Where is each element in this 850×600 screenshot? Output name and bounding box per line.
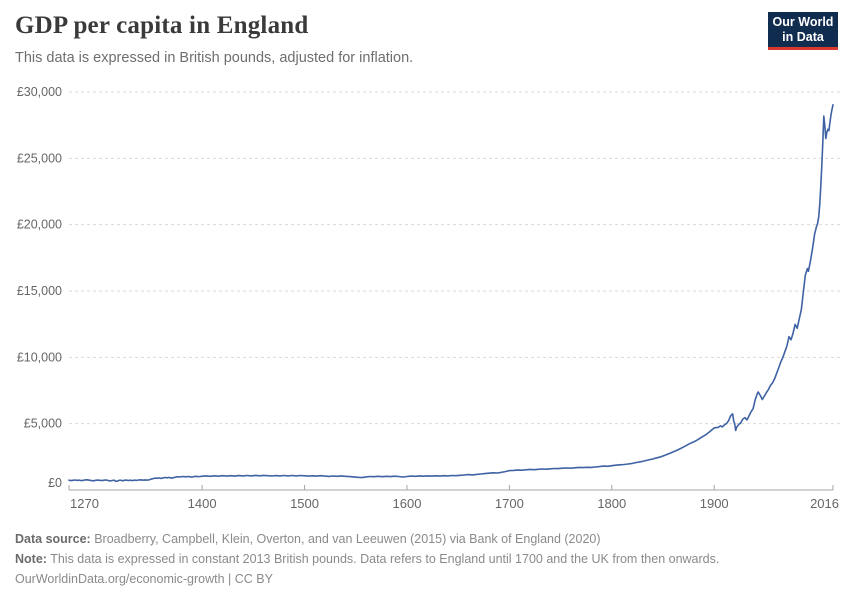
chart-subtitle: This data is expressed in British pounds… — [15, 50, 414, 66]
owid-logo-line2: in Data — [782, 29, 824, 44]
owid-logo[interactable]: Our World in Data — [768, 12, 838, 50]
x-axis-tick-label: 1400 — [188, 496, 217, 511]
y-axis-tick-label: £5,000 — [24, 417, 62, 431]
x-axis-tick-label: 1600 — [393, 496, 422, 511]
license-label: CC BY — [234, 572, 273, 586]
chart-canvas[interactable]: £0 £5,000 £10,000 £15,000 £20,000 £25,000 £30,… — [0, 0, 850, 525]
note-text: This data is expressed in constant 2013 … — [46, 552, 720, 566]
gdp-per-capita-line[interactable] — [68, 104, 834, 483]
source-text: Broadberry, Campbell, Klein, Overton, an… — [90, 532, 601, 546]
y-axis-tick-label: £25,000 — [17, 151, 62, 165]
x-axis-tick-label: 1500 — [290, 496, 319, 511]
license-separator: | — [224, 572, 235, 586]
note-label: Note: — [15, 552, 47, 566]
page-title: GDP per capita in England — [15, 12, 309, 39]
x-axis-tick-label: 1700 — [495, 496, 524, 511]
source-label: Data source: — [15, 532, 91, 546]
footer-license-line: OurWorldinData.org/economic-growth | CC … — [15, 569, 719, 589]
y-axis-tick-label: £20,000 — [17, 218, 62, 232]
footer-source-line: Data source: Broadberry, Campbell, Klein… — [15, 529, 719, 549]
chart-footer: Data source: Broadberry, Campbell, Klein… — [15, 529, 719, 589]
x-axis-tick-label: 1800 — [597, 496, 626, 511]
x-axis-tick-label: 1270 — [70, 496, 99, 511]
y-axis-tick-label: £30,000 — [17, 85, 62, 99]
owid-url-link[interactable]: OurWorldinData.org/economic-growth — [15, 572, 225, 586]
owid-logo-line1: Our World — [772, 14, 834, 29]
x-axis-tick-label: 1900 — [700, 496, 729, 511]
footer-note-line: Note: This data is expressed in constant… — [15, 549, 719, 569]
y-axis-tick-label: £0 — [48, 476, 62, 490]
y-axis-tick-label: £15,000 — [17, 284, 62, 298]
y-axis-tick-label: £10,000 — [17, 350, 62, 364]
x-axis-tick-label: 2016 — [810, 496, 839, 511]
